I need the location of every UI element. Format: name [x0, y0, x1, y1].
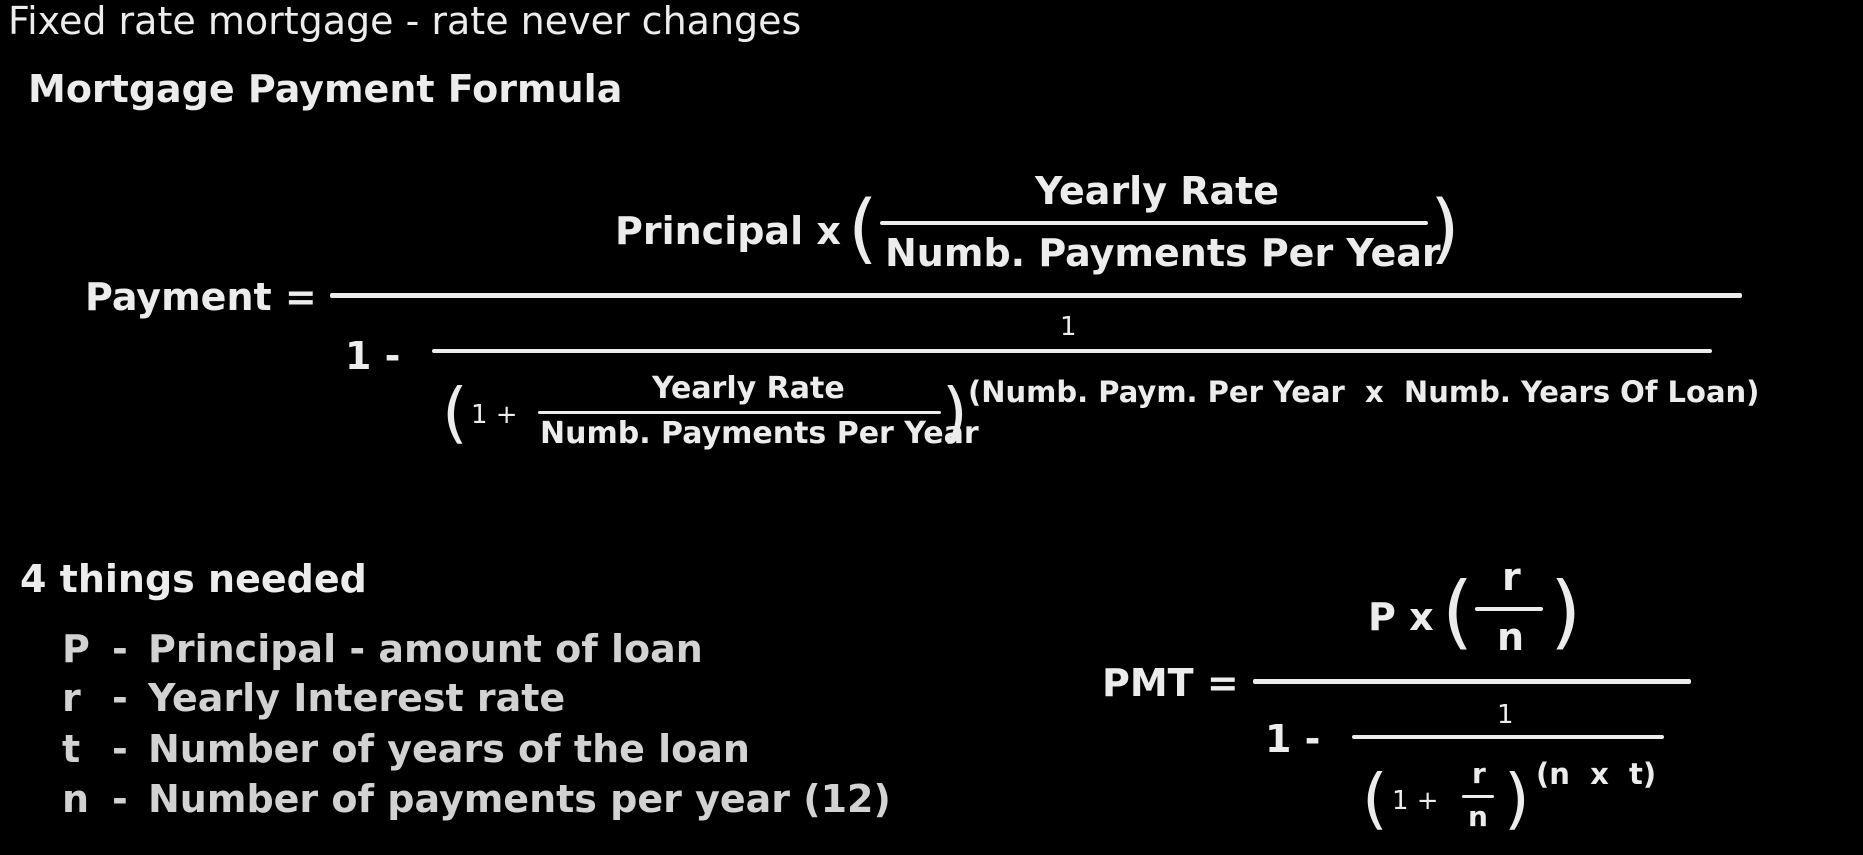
formula-short-exponent: (n x t)	[1536, 757, 1657, 791]
inner-fraction-bar	[432, 349, 1712, 353]
formula-long-num-frac-bottom: Numb. Payments Per Year	[885, 231, 1441, 275]
formula-long-num-frac-top: Yearly Rate	[1035, 169, 1280, 213]
inner-left-paren-icon: (	[442, 374, 468, 451]
short-inner-small-fraction-bar	[1462, 795, 1494, 798]
formula-long-exponent: (Numb. Paym. Per Year x Numb. Years Of L…	[968, 375, 1760, 409]
needed-symbol-2: t	[62, 727, 81, 771]
inner-small-fraction-bar	[538, 411, 941, 414]
short-inner-left-paren-icon: (	[1362, 760, 1388, 837]
needed-desc-2: Number of years of the loan	[148, 727, 750, 771]
short-right-paren-icon: )	[1550, 565, 1582, 658]
short-inner-fraction-bar	[1352, 735, 1664, 739]
main-fraction-bar	[330, 293, 1742, 298]
formula-short-denom-one-minus: 1 -	[1265, 717, 1321, 761]
formula-short-inner-numerator: 1	[1497, 700, 1514, 730]
needed-symbol-0: P	[62, 627, 90, 671]
formula-short-numerator-prefix: P x	[1368, 595, 1434, 639]
formula-long-lhs: Payment =	[85, 275, 317, 319]
left-paren-icon: (	[848, 183, 878, 272]
formula-short-num-frac-bottom: n	[1497, 615, 1525, 659]
formula-short-lhs: PMT =	[1102, 661, 1239, 705]
short-main-fraction-bar	[1253, 679, 1691, 684]
short-num-fraction-bar	[1475, 607, 1543, 611]
needed-heading: 4 things needed	[20, 557, 367, 601]
formula-long-inner-frac-top: Yearly Rate	[652, 371, 845, 406]
fraction-bar	[880, 221, 1428, 225]
formula-long-inner-numerator: 1	[1060, 312, 1077, 342]
section-subtitle: Mortgage Payment Formula	[28, 67, 623, 111]
formula-short-inner-one-plus: 1 +	[1392, 786, 1439, 816]
formula-long-inner-one-plus: 1 +	[471, 400, 518, 430]
page-title: Fixed rate mortgage - rate never changes	[8, 0, 802, 43]
needed-symbol-1: r	[62, 676, 81, 720]
formula-long-denom-one-minus: 1 -	[345, 334, 401, 378]
short-left-paren-icon: (	[1442, 565, 1474, 658]
needed-dash-3: -	[112, 777, 128, 821]
formula-long-inner-frac-bottom: Numb. Payments Per Year	[540, 416, 979, 451]
needed-symbol-3: n	[62, 777, 90, 821]
needed-dash-0: -	[112, 627, 128, 671]
right-paren-icon: )	[1430, 183, 1460, 272]
needed-dash-2: -	[112, 727, 128, 771]
needed-desc-0: Principal - amount of loan	[148, 627, 703, 671]
needed-desc-1: Yearly Interest rate	[148, 676, 566, 720]
formula-short-num-frac-top: r	[1502, 555, 1521, 599]
formula-short-inner-frac-bottom: n	[1468, 800, 1488, 833]
inner-right-paren-icon: )	[942, 374, 968, 451]
needed-desc-3: Number of payments per year (12)	[148, 777, 891, 821]
short-inner-right-paren-icon: )	[1504, 760, 1530, 837]
formula-long-numerator-prefix: Principal x	[615, 209, 841, 253]
needed-dash-1: -	[112, 676, 128, 720]
formula-short-inner-frac-top: r	[1472, 757, 1486, 790]
